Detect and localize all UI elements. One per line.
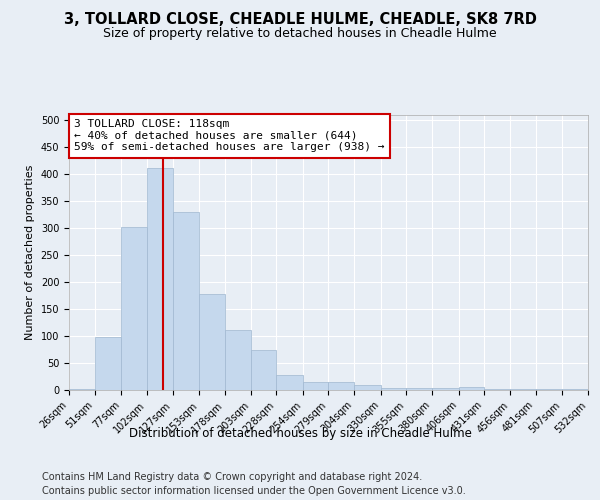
Bar: [329, 382, 354, 390]
Bar: [562, 389, 588, 390]
Bar: [381, 388, 406, 390]
Bar: [432, 388, 459, 390]
Bar: [69, 389, 95, 390]
Y-axis label: Number of detached properties: Number of detached properties: [25, 165, 35, 340]
Bar: [303, 382, 329, 390]
Bar: [147, 168, 173, 390]
Text: 3, TOLLARD CLOSE, CHEADLE HULME, CHEADLE, SK8 7RD: 3, TOLLARD CLOSE, CHEADLE HULME, CHEADLE…: [64, 12, 536, 28]
Bar: [173, 212, 199, 390]
Bar: [406, 388, 432, 390]
Bar: [459, 388, 484, 390]
Text: Contains public sector information licensed under the Open Government Licence v3: Contains public sector information licen…: [42, 486, 466, 496]
Bar: [199, 294, 225, 390]
Text: 3 TOLLARD CLOSE: 118sqm
← 40% of detached houses are smaller (644)
59% of semi-d: 3 TOLLARD CLOSE: 118sqm ← 40% of detache…: [74, 119, 385, 152]
Bar: [95, 337, 121, 390]
Bar: [251, 350, 276, 390]
Text: Size of property relative to detached houses in Cheadle Hulme: Size of property relative to detached ho…: [103, 28, 497, 40]
Bar: [121, 227, 147, 390]
Bar: [225, 330, 251, 390]
Text: Distribution of detached houses by size in Cheadle Hulme: Distribution of detached houses by size …: [128, 428, 472, 440]
Bar: [510, 389, 536, 390]
Bar: [354, 384, 381, 390]
Text: Contains HM Land Registry data © Crown copyright and database right 2024.: Contains HM Land Registry data © Crown c…: [42, 472, 422, 482]
Bar: [276, 375, 303, 390]
